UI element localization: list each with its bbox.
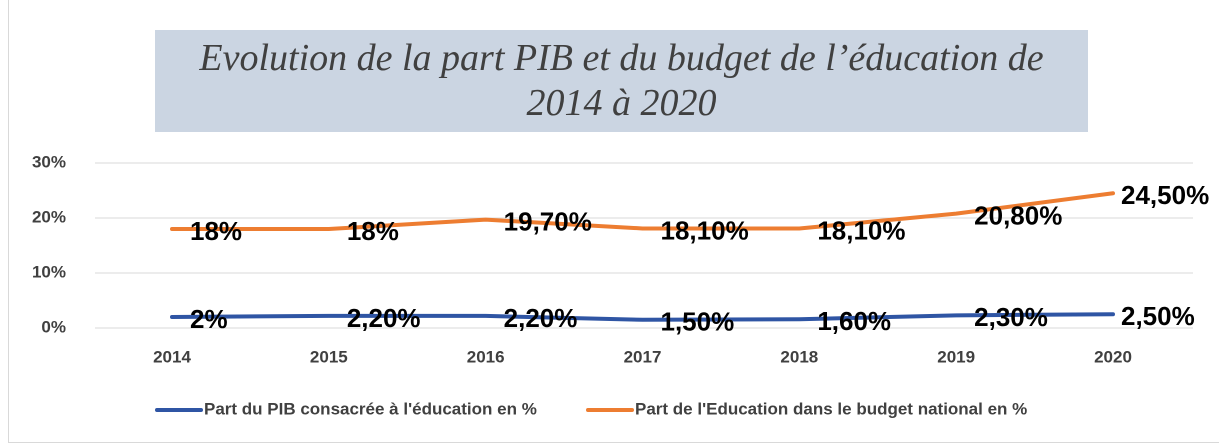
- data-label: 18%: [190, 216, 242, 246]
- data-label: 18,10%: [661, 215, 749, 245]
- x-tick-label: 2019: [937, 347, 975, 366]
- data-label: 1,60%: [817, 306, 891, 336]
- y-tick-label: 10%: [32, 262, 66, 281]
- legend-label: Part de l'Education dans le budget natio…: [635, 399, 1027, 418]
- data-label: 1,50%: [661, 307, 735, 337]
- y-tick-label: 20%: [32, 207, 66, 226]
- series-line: [170, 312, 1115, 322]
- x-tick-label: 2016: [467, 347, 505, 366]
- data-label: 2,30%: [974, 302, 1048, 332]
- legend-label: Part du PIB consacrée à l'éducation en %: [204, 399, 537, 418]
- data-label: 2%: [190, 304, 228, 334]
- series-line: [170, 191, 1115, 231]
- data-label: 2,20%: [504, 303, 578, 333]
- y-tick-label: 30%: [32, 152, 66, 171]
- x-tick-label: 2020: [1094, 347, 1132, 366]
- x-tick-label: 2015: [310, 347, 348, 366]
- data-label: 18%: [347, 216, 399, 246]
- x-tick-label: 2014: [153, 347, 191, 366]
- data-label: 2,20%: [347, 303, 421, 333]
- data-label: 19,70%: [504, 207, 592, 237]
- y-tick-label: 0%: [41, 317, 66, 336]
- chart-frame: [8, 0, 1219, 443]
- x-tick-label: 2018: [780, 347, 818, 366]
- data-label: 24,50%: [1121, 180, 1209, 210]
- x-tick-label: 2017: [624, 347, 662, 366]
- chart-title: Evolution de la part PIB et du budget de…: [155, 30, 1088, 132]
- data-label: 20,80%: [974, 200, 1062, 230]
- data-label: 18,10%: [817, 215, 905, 245]
- data-label: 2,50%: [1121, 301, 1195, 331]
